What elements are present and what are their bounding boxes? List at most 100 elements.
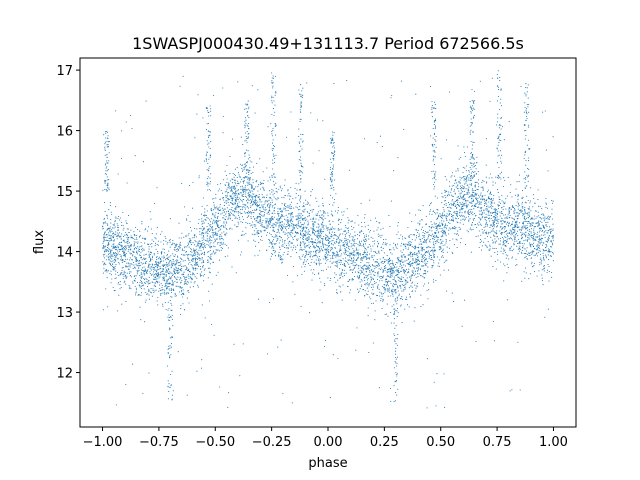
data-point (446, 228, 448, 230)
data-point (233, 195, 235, 197)
data-point (218, 210, 220, 212)
data-point (198, 240, 200, 242)
data-point (290, 186, 292, 189)
data-point (539, 220, 541, 222)
data-point (192, 286, 194, 288)
data-point (131, 263, 133, 265)
data-point (204, 242, 206, 245)
data-point (207, 229, 209, 231)
data-point (104, 239, 106, 241)
data-point (444, 223, 446, 225)
data-point (303, 244, 305, 246)
data-point (159, 262, 161, 264)
data-point (355, 254, 357, 256)
data-point (148, 264, 150, 266)
data-point (489, 232, 491, 234)
data-point (134, 267, 136, 269)
data-point (141, 259, 143, 261)
data-point (340, 245, 342, 247)
data-point (299, 237, 301, 239)
data-point (247, 184, 249, 186)
data-point (109, 237, 111, 239)
data-point (536, 233, 538, 235)
data-point (456, 188, 458, 190)
data-point (258, 196, 260, 198)
data-point (383, 266, 385, 268)
data-point (303, 243, 305, 245)
data-point (517, 215, 519, 217)
data-point (392, 268, 394, 270)
data-point (413, 320, 415, 322)
data-point (290, 201, 293, 203)
data-point (511, 246, 513, 248)
data-point (165, 265, 167, 267)
data-point (214, 246, 216, 248)
data-point (136, 282, 139, 284)
data-point (399, 280, 401, 283)
data-point (337, 220, 339, 222)
data-point (215, 231, 217, 233)
data-point (135, 287, 137, 289)
data-point (209, 219, 211, 221)
data-point (184, 278, 186, 280)
data-point (493, 219, 495, 222)
data-point (437, 265, 439, 267)
data-point (150, 228, 152, 230)
data-point (433, 243, 435, 245)
data-point (302, 263, 304, 265)
data-point (219, 209, 221, 211)
data-point (103, 233, 106, 235)
data-point (424, 263, 427, 265)
data-point (281, 226, 283, 228)
data-point (462, 207, 464, 209)
data-point (157, 264, 159, 266)
data-point (243, 181, 245, 183)
data-point (167, 292, 169, 294)
data-point (292, 198, 294, 200)
data-point (193, 274, 195, 276)
data-point (223, 211, 225, 213)
data-point (326, 244, 328, 246)
data-point (501, 200, 503, 202)
data-point (545, 217, 547, 220)
data-point (500, 250, 502, 252)
data-point (181, 279, 183, 282)
data-point (275, 182, 277, 184)
data-point (315, 250, 317, 252)
data-point (475, 173, 477, 175)
data-point (495, 212, 497, 214)
data-point (389, 248, 391, 250)
data-point (356, 259, 358, 261)
data-point (215, 274, 217, 276)
data-point (458, 205, 461, 207)
data-point (313, 218, 315, 220)
data-point (264, 209, 266, 211)
data-point (347, 227, 350, 229)
data-point (478, 204, 480, 206)
data-point (304, 216, 306, 218)
data-point (156, 282, 159, 284)
data-point (544, 236, 546, 238)
data-point (216, 238, 218, 240)
data-point (140, 257, 142, 259)
data-point (407, 244, 410, 246)
data-point (114, 253, 116, 255)
data-point (228, 192, 230, 194)
data-point (276, 191, 278, 193)
data-point (436, 256, 438, 258)
data-point (531, 228, 533, 230)
data-point (299, 249, 301, 251)
data-point (248, 170, 250, 172)
data-point (208, 300, 211, 302)
data-point (195, 241, 197, 243)
data-point (541, 274, 543, 276)
data-point (266, 213, 268, 215)
data-point (287, 235, 289, 237)
data-point (103, 240, 105, 242)
data-point (123, 254, 125, 256)
data-point (281, 196, 283, 198)
data-point (149, 255, 151, 257)
data-point (494, 209, 496, 211)
data-point (356, 258, 359, 260)
data-point (541, 241, 543, 243)
